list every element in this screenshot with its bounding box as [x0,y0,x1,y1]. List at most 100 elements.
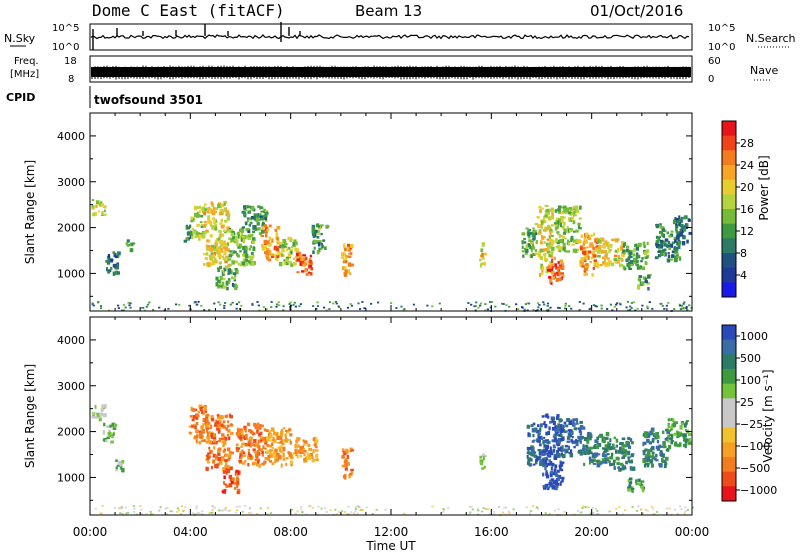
velocity-cell [216,428,220,431]
velocity-cell [285,462,288,467]
velocity-cell [592,462,597,465]
power-floor-cell [223,307,226,309]
power-cell [314,230,317,235]
velocity-cell [668,444,672,450]
velocity-cell [275,451,279,454]
velocity-cell [627,458,630,463]
power-cell [234,250,237,254]
power-floor-cell [275,305,278,308]
velocity-cell [253,422,256,427]
power-cell [557,232,560,236]
power-cell [244,208,247,212]
power-cell [646,241,649,246]
velocity-cell [559,433,562,436]
power-cell [633,248,636,253]
velocity-cell [593,445,597,449]
power-cell [531,243,534,247]
velocity-floor-cell [347,505,350,508]
velocity-floor-cell [584,506,587,508]
velocity-floor-cell [589,511,592,514]
velocity-cell [620,462,624,466]
velocity-floor-cell [443,509,446,511]
velocity-floor-cell [529,510,533,512]
velocity-floor-cell [124,506,127,509]
power-cell [546,248,550,251]
power-cell [583,272,587,276]
velocity-floor-cell [591,507,594,509]
velocity-cell [315,453,319,458]
velocity-cell [647,458,651,461]
power-cell [270,238,273,241]
velocity-cell [605,454,608,457]
power-cell [209,220,213,225]
velocity-cell [551,439,555,443]
velocity-floor-cell [300,508,303,511]
power-cell [288,261,292,264]
velocity-cell [658,444,662,449]
velocity-cell [628,480,633,485]
power-cell [538,206,542,209]
velocity-cell [526,451,529,455]
velocity-floor-cell [213,507,216,509]
velocity-cell [309,456,313,459]
velocity-cell [93,412,97,415]
power-cell [322,239,326,242]
power-cell [674,258,678,262]
power-cell [103,213,107,216]
velocity-cell [253,451,257,454]
velocity-cell [206,413,210,417]
velocity-cluster-12 [541,413,565,491]
velocity-cell [542,422,546,426]
power-cell [325,225,330,228]
velocity-cell [346,454,349,459]
velocity-cell [223,475,226,480]
velocity-cell [299,455,303,458]
power-cell [540,225,543,230]
power-cell [224,261,228,264]
power-cell [674,249,677,254]
power-floor-cell [152,309,155,311]
power-cell [200,214,204,218]
power-cell [636,263,639,267]
power-cell [546,250,551,254]
velocity-floor-cell [184,506,187,509]
power-cell [644,277,647,282]
velocity-cell [275,455,278,458]
velocity-cell [96,412,100,418]
power-colorbar-swatch [722,135,736,151]
power-cell [655,235,658,239]
velocity-cell [577,427,581,430]
freq-panel: Freq. [MHz] 18 8 60 0 Nave [10,55,778,85]
velocity-cell [195,413,199,418]
power-floor-cell [197,300,200,303]
velocity-cell [579,440,582,444]
power-cell [560,215,564,219]
velocity-cell [558,418,562,423]
velocity-cell [583,437,588,441]
power-cell [228,237,231,241]
power-floor-cell [641,304,644,307]
velocity-cell [623,449,628,453]
velocity-floor-cell [596,510,599,512]
power-cell [225,255,229,258]
power-cell [675,222,678,226]
power-cell [321,244,324,249]
power-cell [533,235,536,240]
power-cell [542,248,545,252]
power-cell [249,221,253,225]
power-cell [545,211,549,215]
velocity-cell [199,432,203,436]
power-cell [228,229,232,233]
velocity-cell [651,439,655,443]
velocity-cell [537,424,540,427]
velocity-cell [108,429,112,434]
velocity-colorbar-tick-label: 100 [740,374,761,387]
power-cell [211,225,215,229]
power-cell [318,226,322,230]
power-cell [192,230,196,235]
velocity-floor-cell [269,512,273,514]
power-cell [626,262,630,267]
velocity-floor-cell [384,508,387,511]
time-axis-label: Time UT [365,539,416,553]
power-colorbar-tick-label: 24 [740,159,754,172]
